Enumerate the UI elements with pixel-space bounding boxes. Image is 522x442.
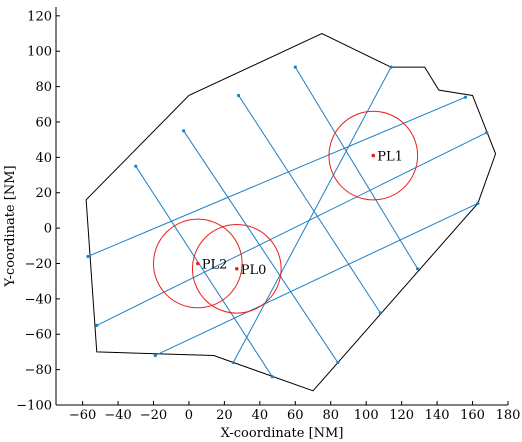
waypoint-marker-7 [389,65,393,69]
waypoint-marker-9 [270,375,274,379]
waypoint-marker-15 [416,267,420,271]
waypoint-marker-6 [231,360,235,365]
x-tick-label-8: 100 [354,408,379,423]
axes: −60 −40 −20 0 20 40 60 80 100 120 140 160 180 −100 −80… [16,7,520,423]
x-tick-label-12: 180 [496,408,521,423]
y-tick-label-10: 100 [27,45,52,60]
waypoint-marker-10 [182,129,186,133]
waypoint-marker-8 [134,164,138,168]
range-circle-pl0 [191,223,282,314]
y-tick-label-6: 20 [35,186,52,201]
range-circle-pl2 [152,218,243,309]
lane-line-6 [238,95,381,314]
y-tick-label-0: −100 [16,399,52,414]
point-marker-pl1 [371,153,376,158]
lane-line-1 [96,132,487,326]
waypoint-marker-14 [293,65,297,69]
x-tick-label-0: −60 [69,408,96,423]
waypoint-marker-12 [236,93,241,98]
waypoint-marker-5 [476,201,480,205]
waypoint-marker-11 [336,360,340,365]
x-tick-label-10: 140 [425,408,450,423]
y-tick-label-3: −40 [25,292,52,307]
lane-line-0 [87,96,466,257]
x-axis-title: X-coordinate [NM] [221,426,344,441]
point-label-pl0: PL0 [241,263,267,278]
lane-line-7 [294,66,419,270]
x-tick-label-6: 60 [287,408,304,423]
point-label-pl2: PL2 [202,257,228,272]
point-marker-pl0 [235,266,239,271]
y-tick-label-7: 40 [35,151,52,166]
x-tick-label-9: 120 [389,408,414,423]
y-tick-label-11: 120 [27,9,52,24]
y-tick-label-2: −60 [25,328,52,343]
y-axis-title: Y-coordinate [NM] [3,165,18,287]
y-tick-label-4: −20 [25,257,52,272]
point-label-pl1: PL1 [377,150,403,165]
waypoint-marker-4 [153,353,157,358]
waypoint-marker-2 [95,323,99,327]
sector-boundary [85,32,497,392]
range-circle-pl1 [328,110,419,201]
x-tick-label-2: −20 [140,408,167,423]
waypoint-marker-1 [463,95,468,99]
lane-line-5 [183,130,339,363]
x-tick-label-4: 20 [216,408,233,423]
waypoint-marker-0 [86,254,90,259]
x-tick-label-1: −40 [104,408,131,423]
y-tick-label-1: −80 [25,363,52,378]
point-marker-pl2 [196,261,200,266]
lane-line-2 [155,202,479,356]
plot-area: PL0 PL1 PL2 [85,32,497,392]
waypoint-marker-13 [378,311,382,315]
waypoint-marker-3 [485,130,489,135]
x-tick-label-11: 160 [460,408,485,423]
y-tick-label-5: 0 [44,222,52,237]
x-tick-label-3: 0 [185,408,193,423]
lane-line-4 [135,165,273,377]
x-tick-label-5: 40 [252,408,269,423]
lane-line-3 [232,66,392,363]
y-tick-label-9: 80 [35,80,52,95]
y-tick-label-8: 60 [35,115,52,130]
x-tick-label-7: 80 [322,408,339,423]
